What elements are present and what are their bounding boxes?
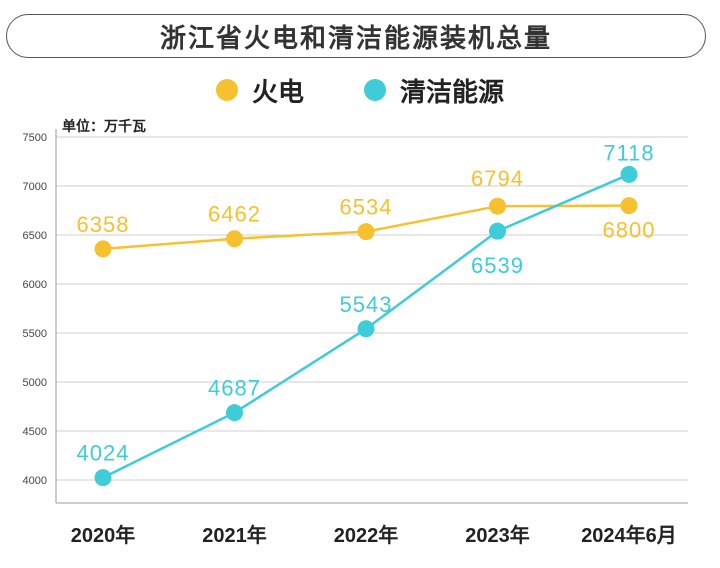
unit-label: 单位：万千瓦: [62, 119, 146, 135]
data-point-thermal-3: [489, 197, 506, 215]
y-tick-label-7000: 7000: [23, 181, 47, 193]
data-point-thermal-4: [620, 197, 638, 215]
data-label-clean-energy-3: 6539: [471, 253, 524, 278]
data-point-clean-energy-1: [226, 404, 243, 422]
y-tick-label-6500: 6500: [23, 230, 47, 242]
x-tick-label-1: 2021年: [202, 523, 267, 547]
data-label-clean-energy-4: 7118: [603, 140, 654, 165]
chart-legend: 火电 清洁能源: [0, 72, 720, 108]
data-point-clean-energy-0: [94, 469, 112, 487]
data-point-clean-energy-2: [357, 320, 375, 338]
data-label-thermal-1: 6462: [208, 202, 261, 227]
legend-label-clean-energy: 清洁能源: [400, 77, 505, 108]
data-label-clean-energy-0: 4024: [77, 441, 130, 466]
legend-item-clean-energy: 清洁能源: [364, 72, 504, 109]
data-label-thermal-4: 6800: [603, 218, 656, 243]
x-tick-label-0: 2020年: [71, 523, 136, 547]
data-point-clean-energy-4: [620, 165, 638, 183]
data-point-thermal-1: [226, 230, 243, 248]
data-label-clean-energy-2: 5543: [340, 292, 393, 317]
y-tick-label-6000: 6000: [23, 279, 47, 291]
legend-marker-clean-energy: [364, 79, 386, 101]
y-tick-label-5000: 5000: [23, 377, 47, 389]
x-tick-label-3: 2023年: [465, 523, 530, 547]
legend-label-thermal: 火电: [251, 77, 304, 108]
y-tick-label-4500: 4500: [23, 426, 47, 438]
y-tick-label-7500: 7500: [23, 132, 47, 144]
data-point-clean-energy-3: [489, 222, 506, 240]
legend-item-thermal: 火电: [215, 72, 304, 109]
legend-marker-thermal: [215, 79, 238, 101]
y-tick-label-5500: 5500: [23, 328, 47, 340]
data-label-thermal-0: 6358: [77, 212, 130, 237]
x-tick-label-2: 2022年: [334, 523, 399, 547]
data-point-thermal-0: [94, 240, 112, 258]
y-tick-label-4000: 4000: [23, 475, 47, 487]
data-point-thermal-2: [357, 223, 375, 241]
data-label-thermal-2: 6534: [340, 195, 393, 220]
x-tick-label-4: 2024年6月: [581, 523, 677, 547]
data-label-thermal-3: 6794: [471, 166, 524, 191]
chart-title: 浙江省火电和清洁能源装机总量: [6, 14, 706, 58]
data-label-clean-energy-1: 4687: [208, 376, 261, 401]
